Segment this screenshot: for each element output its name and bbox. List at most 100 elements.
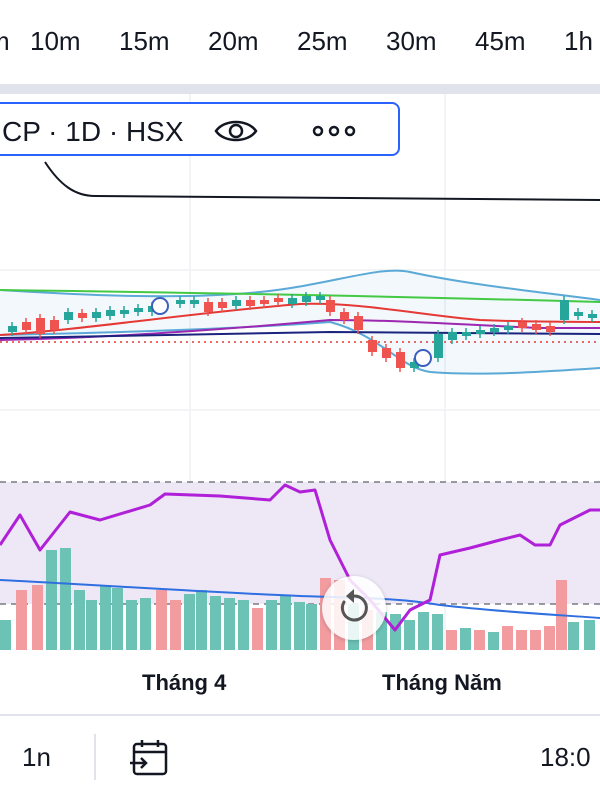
candle (50, 320, 59, 330)
candle (78, 313, 87, 318)
candle (396, 352, 405, 368)
signal-marker[interactable] (414, 349, 432, 367)
candle (92, 312, 101, 318)
bollinger-upper (0, 269, 600, 301)
candle (246, 300, 255, 306)
timeframe-m[interactable]: m (0, 26, 10, 57)
candle (434, 334, 443, 358)
x-label-april: Tháng 4 (142, 670, 227, 695)
volume-bar (280, 596, 291, 650)
timeframe-45m[interactable]: 45m (475, 26, 526, 56)
volume-bar (584, 620, 595, 650)
price-chart[interactable] (0, 94, 600, 714)
candle (176, 300, 185, 304)
volume-bar (126, 600, 137, 650)
range-1y-button[interactable]: 1n (22, 742, 51, 772)
candle (476, 330, 485, 334)
candle (560, 300, 569, 320)
time-axis: Tháng 4 Tháng Năm (0, 664, 600, 704)
volume-bar (210, 596, 221, 650)
volume-bar (544, 626, 555, 650)
timeframe-30m[interactable]: 30m (386, 26, 437, 56)
symbol-legend[interactable]: CP · 1D · HSX (0, 102, 400, 156)
volume-bar (306, 604, 317, 650)
candle (448, 332, 457, 340)
volume-bar (60, 548, 71, 650)
symbol-info: CP · 1D · HSX (2, 116, 184, 147)
volume-bar (0, 620, 11, 650)
volume-bar (140, 598, 151, 650)
candle (410, 362, 419, 368)
volume-bar (460, 628, 471, 650)
candle (354, 316, 363, 330)
eye-icon[interactable] (214, 116, 258, 146)
volume-bar (266, 600, 277, 650)
volume-bar (224, 598, 235, 650)
candle (504, 326, 513, 330)
timeframe-1h[interactable]: 1h (564, 26, 593, 56)
bollinger-lower (0, 320, 600, 375)
reset-chart-icon (340, 589, 368, 622)
volume-bar (112, 588, 123, 650)
ma-fast-line (0, 302, 600, 336)
calendar-goto-icon[interactable] (128, 738, 170, 778)
timeframe-10m[interactable]: 10m (30, 26, 81, 56)
volume-bar (16, 590, 27, 650)
volume-bar (252, 608, 263, 650)
volume-bar (446, 630, 457, 650)
volume-bar (170, 600, 181, 650)
candle (134, 308, 143, 312)
candle (190, 300, 199, 304)
candle (490, 328, 499, 332)
volume-bar (404, 620, 415, 650)
volume-bar (568, 622, 579, 650)
candle (546, 326, 555, 332)
volume-bar (46, 550, 57, 650)
volume-bar (184, 594, 195, 650)
candle (588, 314, 597, 318)
volume-bar (32, 585, 43, 650)
candle (340, 312, 349, 320)
volume-bar (488, 632, 499, 650)
volume-bar (294, 602, 305, 650)
candle (274, 298, 283, 302)
volume-bar (530, 630, 541, 650)
bottom-divider (0, 714, 600, 716)
ma-slow-line (0, 289, 600, 303)
rsi-band (0, 482, 600, 604)
bottom-toolbar: 1n 18:0 (0, 716, 600, 800)
signal-marker[interactable] (151, 297, 169, 315)
toolbar-separator (94, 734, 96, 780)
timeframe-15m[interactable]: 15m (119, 26, 170, 56)
timeframe-25m[interactable]: 25m (297, 26, 348, 56)
candle (120, 310, 129, 314)
ma-navy-line (0, 330, 600, 339)
volume-bar (474, 630, 485, 650)
drawing-line[interactable] (44, 161, 600, 201)
volume-bar (418, 612, 429, 650)
candle (218, 302, 227, 308)
candle (326, 300, 335, 312)
candle (518, 322, 527, 328)
x-label-may: Tháng Năm (382, 670, 502, 695)
volume-bar (156, 590, 167, 650)
candle (368, 340, 377, 352)
volume-bar (502, 626, 513, 650)
candle (106, 310, 115, 316)
volume-bar (74, 590, 85, 650)
candle (260, 300, 269, 304)
candle (288, 298, 297, 304)
volume-bar (390, 614, 401, 650)
more-icon[interactable] (304, 114, 364, 148)
volume-bars (0, 548, 595, 650)
candle (36, 318, 45, 334)
volume-bar (432, 614, 443, 650)
reset-chart-button[interactable] (322, 576, 386, 640)
volume-bar (238, 600, 249, 650)
volume-bar (196, 590, 207, 650)
clock-time: 18:0 (540, 742, 591, 772)
candle (204, 302, 213, 312)
volume-bar (86, 600, 97, 650)
timeframe-20m[interactable]: 20m (208, 26, 259, 56)
volume-bar (516, 630, 527, 650)
